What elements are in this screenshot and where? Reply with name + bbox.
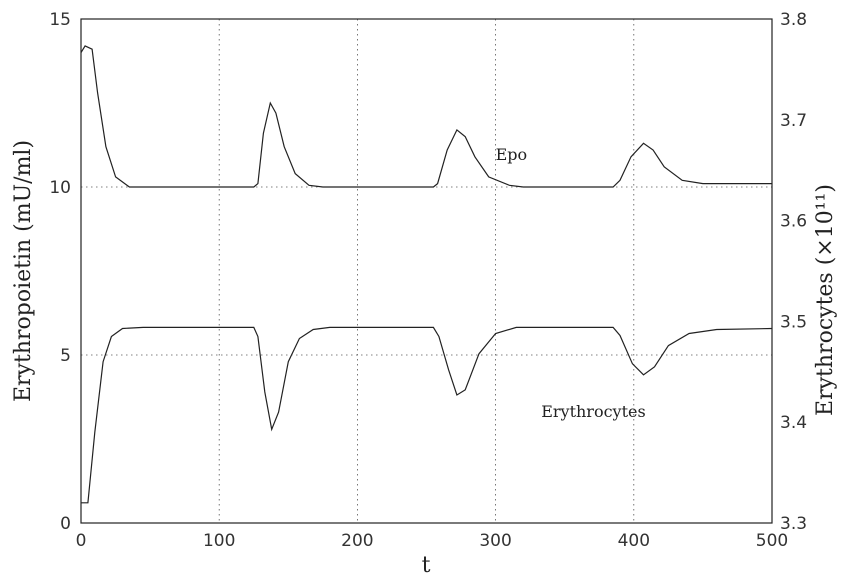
annotation-epo: Epo (496, 145, 528, 164)
x-tick-label: 300 (479, 531, 511, 551)
x-tick-label: 200 (341, 531, 373, 551)
grid (81, 19, 772, 523)
right-y-tick-label: 3.6 (780, 212, 807, 232)
left-y-tick-label: 5 (60, 346, 71, 366)
x-tick-label: 500 (756, 531, 788, 551)
series-line-epo (80, 45, 772, 188)
series-line-erythrocytes (81, 326, 773, 504)
x-tick-label: 0 (76, 531, 87, 551)
left-y-tick-label: 15 (49, 10, 71, 30)
x-tick-label: 100 (203, 531, 235, 551)
x-axis-title: t (422, 553, 431, 578)
annotations: Epo Erythrocytes (496, 145, 646, 421)
right-y-tick-label: 3.3 (780, 514, 807, 534)
plot-frame (80, 18, 773, 524)
tick-labels: 0 100 200 300 400 500 0 5 10 15 3.3 3.4 3.5 3.6 3.7 3.8 (49, 10, 807, 551)
annotation-erythrocytes: Erythrocytes (541, 402, 646, 421)
right-y-tick-label: 3.4 (780, 413, 807, 433)
x-tick-label: 400 (618, 531, 650, 551)
left-y-tick-label: 0 (60, 514, 71, 534)
right-y-tick-label: 3.5 (780, 312, 807, 332)
left-axis-title: Erythropoietin (mU/ml) (11, 140, 36, 402)
left-y-tick-label: 10 (49, 178, 71, 198)
series-layer (80, 45, 773, 504)
right-axis-title: Erythrocytes (×10¹¹) (813, 184, 838, 416)
right-y-tick-label: 3.8 (780, 10, 807, 30)
right-y-tick-label: 3.7 (780, 111, 807, 131)
